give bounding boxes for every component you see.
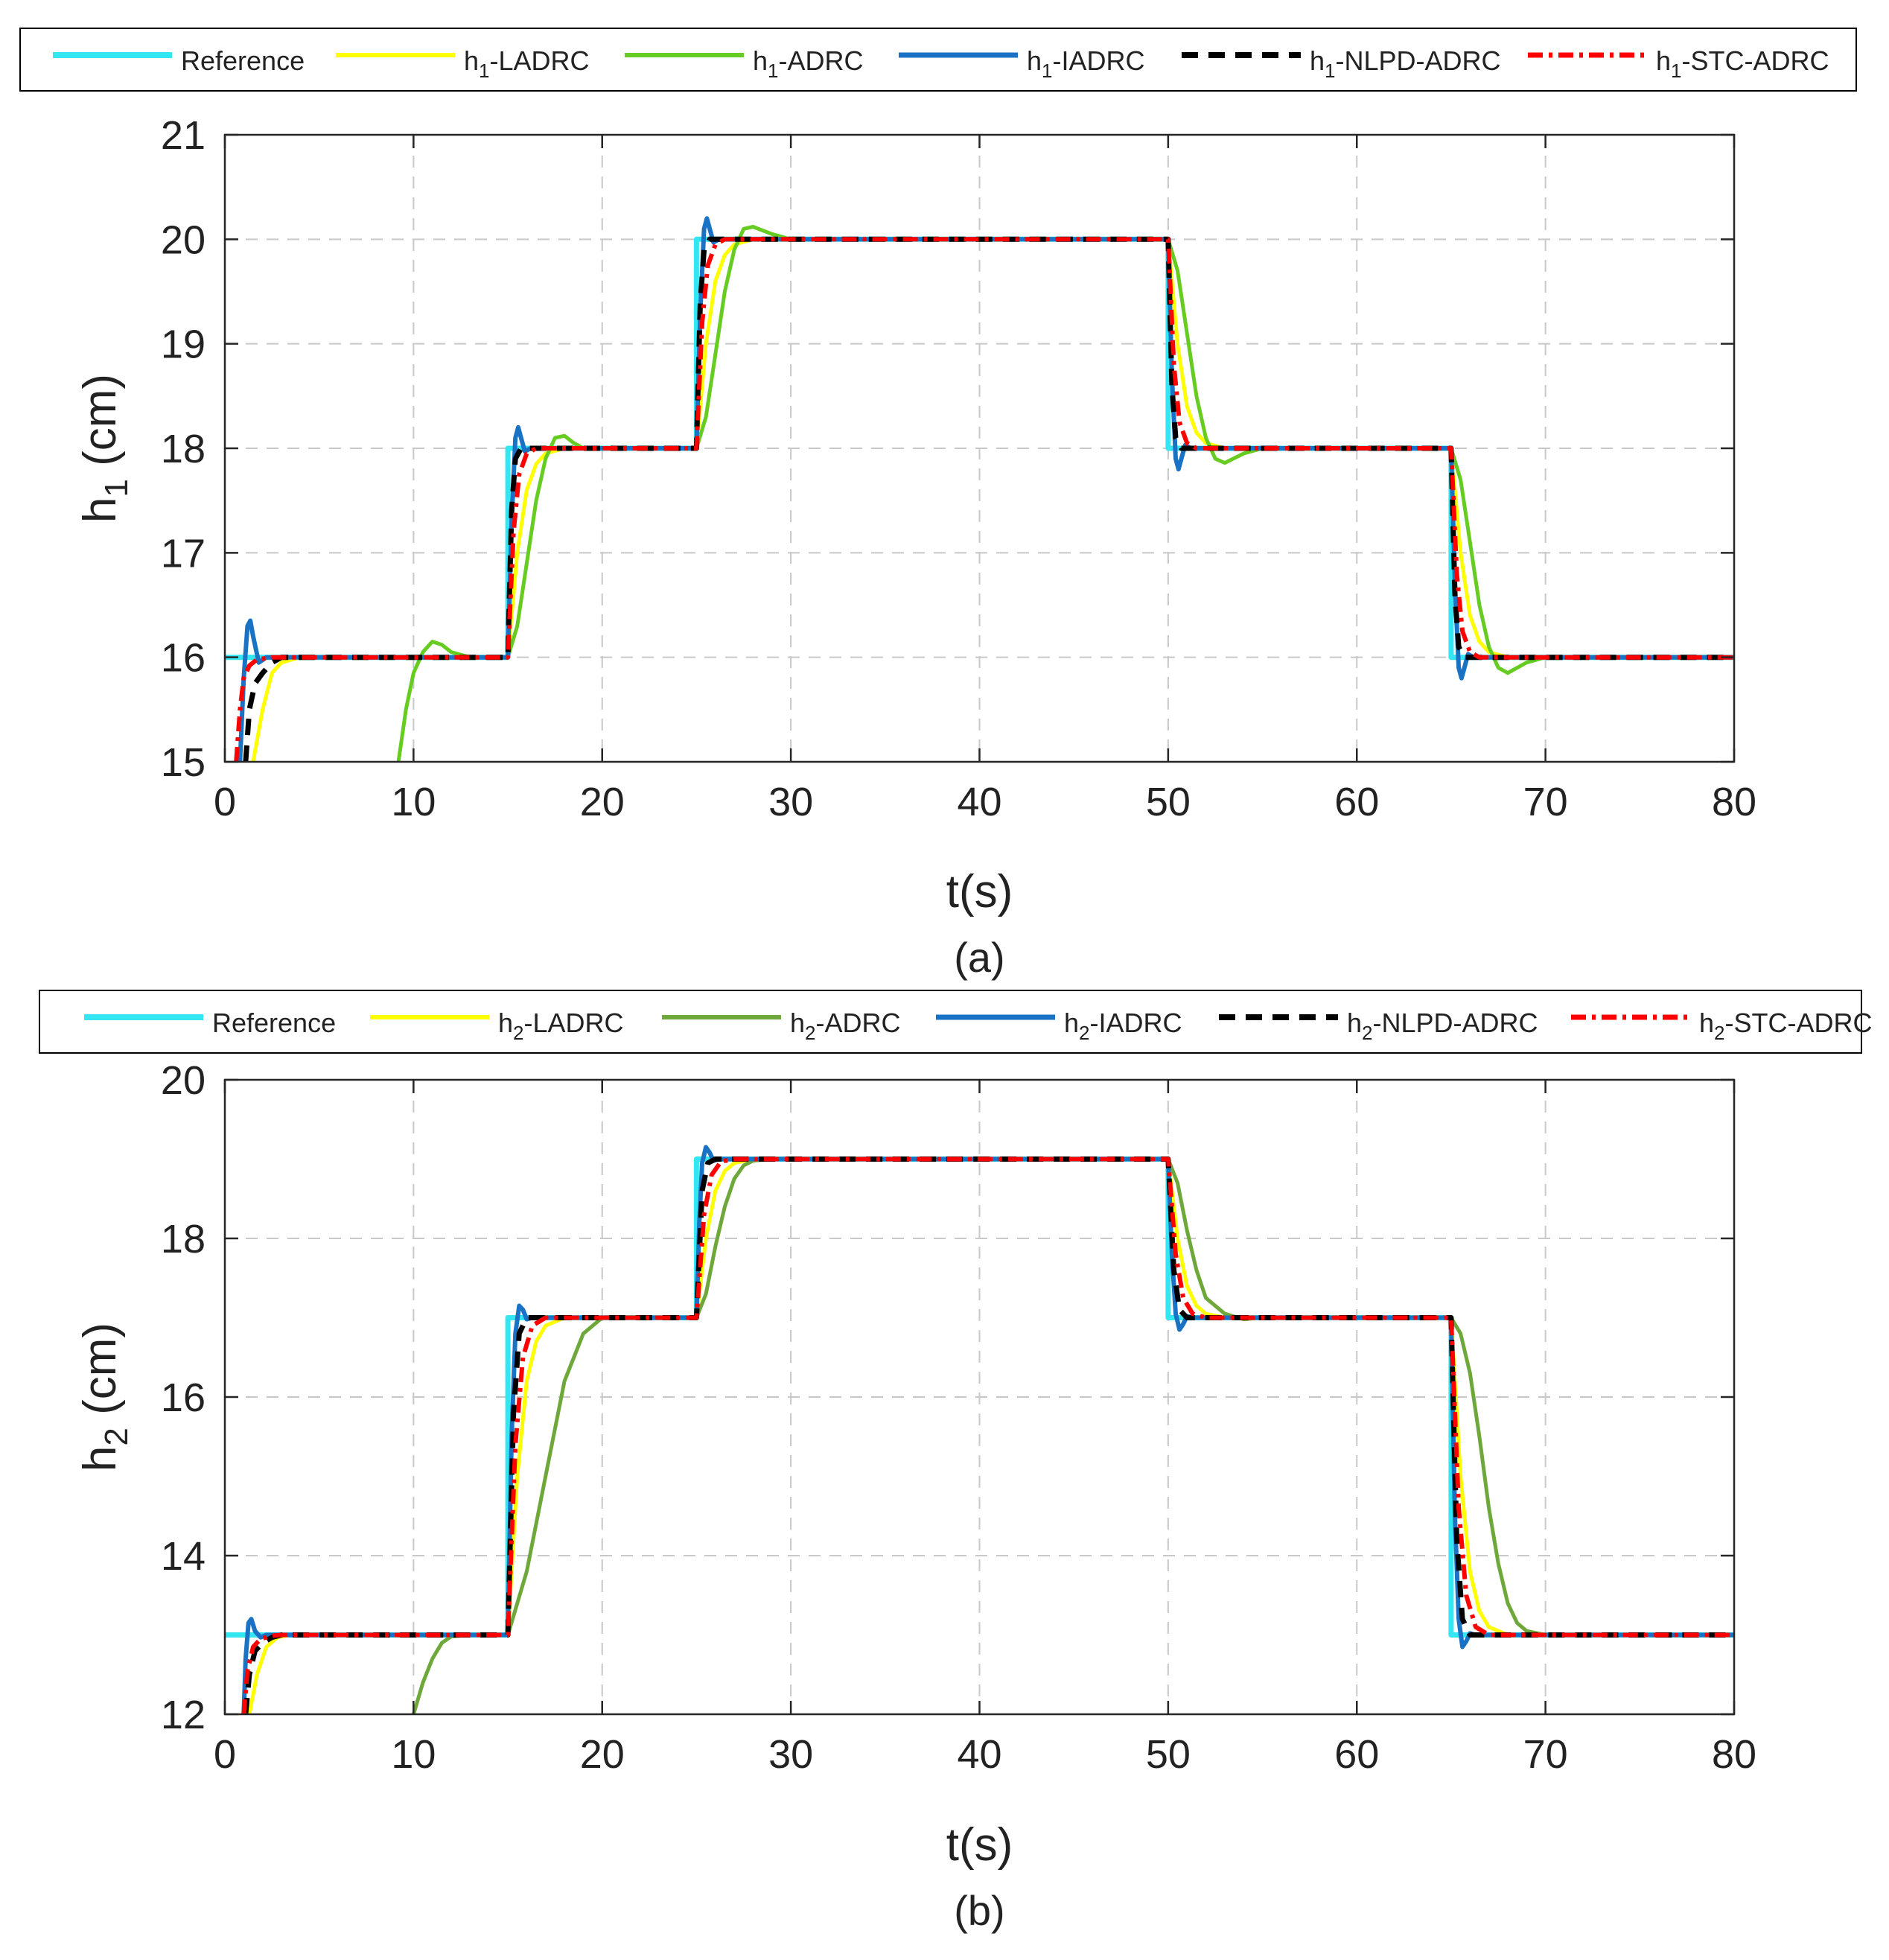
y-tick-label: 18	[161, 1217, 206, 1261]
legend-label-suffix: -LADRC	[524, 1008, 624, 1038]
legend-label-nlpd: h1-NLPD-ADRC	[1310, 45, 1501, 82]
y-tick-label: 16	[161, 1375, 206, 1420]
legend-label-prefix: h	[1310, 45, 1325, 76]
legend-label-nlpd: h2-NLPD-ADRC	[1347, 1008, 1538, 1044]
legend-label-prefix: h	[1064, 1008, 1079, 1038]
y-tick-label: 19	[161, 322, 206, 367]
x-tick-label: 60	[1334, 780, 1379, 824]
legend-label-suffix: -NLPD-ADRC	[1336, 45, 1501, 76]
legend-label-subscript: 1	[1671, 60, 1681, 82]
y-axis-label-unit: (cm)	[74, 1323, 126, 1428]
series-group	[225, 1145, 1734, 1714]
x-tick-label: 30	[768, 780, 813, 824]
y-axis-label-main: h	[74, 497, 126, 523]
series-line-nlpd	[243, 236, 1734, 762]
x-tick-label: 70	[1523, 780, 1568, 824]
legend-label-suffix: -ADRC	[779, 45, 864, 76]
y-tick-label: 16	[161, 636, 206, 681]
y-tick-label: 17	[161, 531, 206, 576]
legend-box	[39, 990, 1862, 1054]
x-tick-label: 40	[957, 1732, 1001, 1777]
legend-label-prefix: h	[1347, 1008, 1362, 1038]
legend-label-iadrc: h1-IADRC	[1027, 45, 1145, 82]
y-axis-label-subscript: 1	[98, 479, 135, 497]
legend-label-reference: Reference	[212, 1008, 336, 1038]
series-group	[225, 216, 1734, 762]
legend-label-suffix: -STC-ADRC	[1682, 45, 1829, 76]
y-axis-label-main: h	[74, 1446, 126, 1471]
y-axis-label-unit: (cm)	[74, 374, 126, 479]
legend-label-suffix: -ADRC	[816, 1008, 901, 1038]
legend-label-suffix: -IADRC	[1090, 1008, 1182, 1038]
x-axis-label: t(s)	[946, 1819, 1013, 1871]
y-tick-label: 15	[161, 740, 206, 785]
y-tick-label: 12	[161, 1693, 206, 1737]
legend-label-prefix: h	[790, 1008, 805, 1038]
legend-label-subscript: 1	[479, 60, 489, 82]
x-tick-label: 20	[580, 1732, 625, 1777]
x-axis-label: t(s)	[946, 866, 1013, 917]
legend-label-prefix: Reference	[212, 1008, 336, 1038]
legend-box	[19, 28, 1857, 92]
y-axis-label: h1 (cm)	[74, 374, 135, 523]
legend-label-adrc: h2-ADRC	[790, 1008, 901, 1044]
legend-label-subscript: 1	[768, 60, 778, 82]
legend-label-suffix: -LADRC	[490, 45, 590, 76]
legend-label-iadrc: h2-IADRC	[1064, 1008, 1182, 1044]
legend-label-ladrc: h1-LADRC	[464, 45, 590, 82]
chart-panel-a: Reference h1-LADRC h1-ADRC h1-IADRC h1-NLPD-…	[19, 28, 1857, 981]
x-tick-label: 80	[1712, 780, 1756, 824]
legend-label-stc: h1-STC-ADRC	[1656, 45, 1829, 82]
x-tick-label: 70	[1523, 1732, 1568, 1777]
legend-label-subscript: 2	[513, 1022, 523, 1044]
x-tick-label: 50	[1146, 780, 1191, 824]
x-tick-label: 80	[1712, 1732, 1756, 1777]
y-tick-label: 21	[161, 113, 206, 158]
series-line-stc	[241, 1156, 1734, 1714]
y-tick-label: 20	[161, 1058, 206, 1103]
legend-label-subscript: 2	[805, 1022, 815, 1044]
legend-label-prefix: h	[464, 45, 479, 76]
legend-label-ladrc: h2-LADRC	[498, 1008, 624, 1044]
legend-label-suffix: -NLPD-ADRC	[1373, 1008, 1538, 1038]
legend-label-subscript: 2	[1079, 1022, 1089, 1044]
x-tick-label: 60	[1334, 1732, 1379, 1777]
legend-label-stc: h2-STC-ADRC	[1699, 1008, 1872, 1044]
legend-label-prefix: h	[1027, 45, 1042, 76]
legend-label-suffix: -IADRC	[1053, 45, 1145, 76]
legend-label-reference: Reference	[181, 45, 305, 76]
x-tick-label: 20	[580, 780, 625, 824]
x-tick-label: 0	[214, 780, 236, 824]
panel-label: (b)	[954, 1887, 1004, 1934]
legend-label-subscript: 2	[1714, 1022, 1724, 1044]
legend-label-adrc: h1-ADRC	[753, 45, 864, 82]
x-tick-label: 40	[957, 780, 1001, 824]
legend-label-prefix: h	[1699, 1008, 1714, 1038]
y-tick-label: 18	[161, 427, 206, 471]
x-tick-label: 10	[391, 1732, 436, 1777]
legend-label-subscript: 1	[1325, 60, 1335, 82]
legend-label-prefix: h	[1656, 45, 1671, 76]
legend-label-prefix: h	[498, 1008, 513, 1038]
legend-label-prefix: h	[753, 45, 768, 76]
y-axis-label-subscript: 2	[98, 1428, 135, 1445]
x-tick-label: 50	[1146, 1732, 1191, 1777]
x-tick-label: 0	[214, 1732, 236, 1777]
legend-label-subscript: 2	[1362, 1022, 1372, 1044]
x-tick-label: 10	[391, 780, 436, 824]
legend-label-suffix: -STC-ADRC	[1725, 1008, 1873, 1038]
legend-label-prefix: Reference	[181, 45, 305, 76]
chart-panel-b: Reference h2-LADRC h2-ADRC h2-IADRC h2-NLPD-…	[39, 990, 1872, 1934]
series-line-stc	[234, 237, 1734, 762]
y-axis-label: h2 (cm)	[74, 1323, 135, 1471]
y-tick-label: 20	[161, 217, 206, 262]
panel-label: (a)	[954, 934, 1004, 981]
y-tick-label: 14	[161, 1534, 206, 1579]
x-tick-label: 30	[768, 1732, 813, 1777]
legend-label-subscript: 1	[1042, 60, 1052, 82]
